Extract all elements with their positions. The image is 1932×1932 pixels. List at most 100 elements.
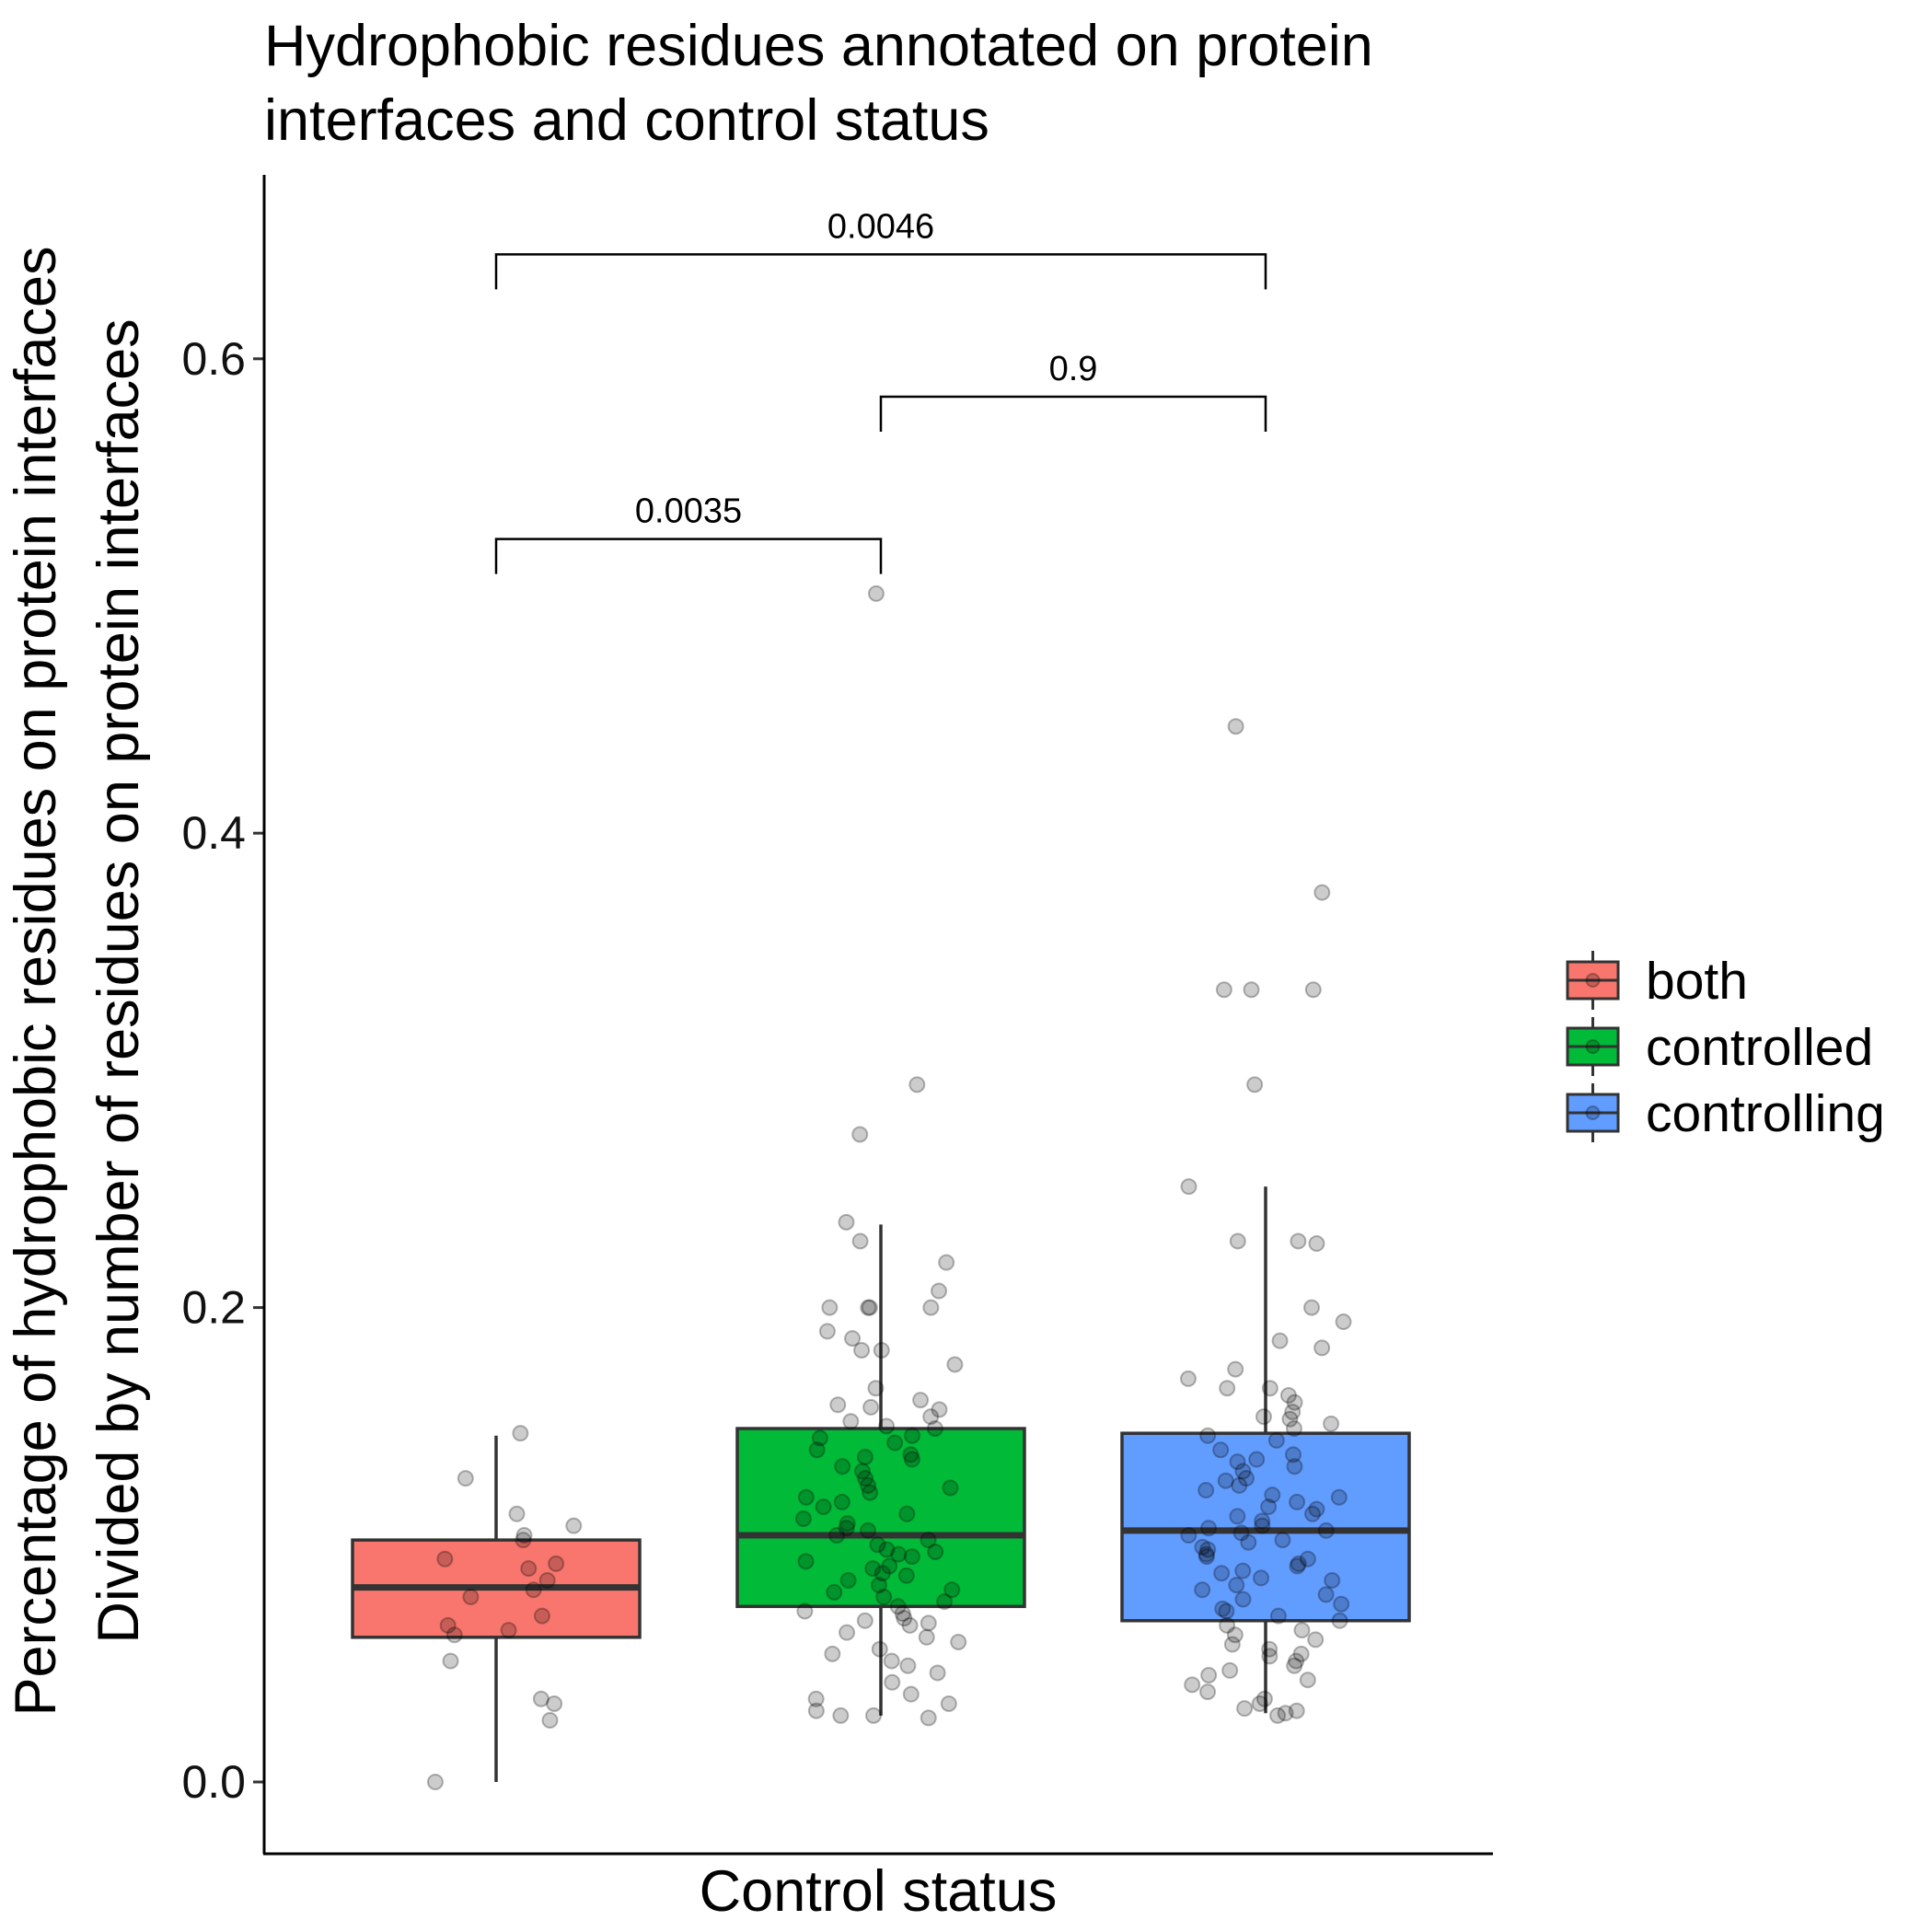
data-point <box>838 1520 855 1537</box>
data-point <box>1288 1702 1305 1719</box>
data-point <box>867 584 885 602</box>
data-point <box>1200 1667 1218 1684</box>
data-point <box>1197 1548 1215 1566</box>
data-point <box>908 1076 926 1093</box>
data-point <box>1243 981 1260 999</box>
data-point <box>884 1673 901 1691</box>
data-point <box>1234 1562 1252 1579</box>
data-point <box>1218 1602 1235 1620</box>
legend-key-point <box>1585 1039 1601 1054</box>
data-point <box>896 1610 913 1627</box>
data-point <box>1271 1332 1289 1349</box>
data-point <box>943 1581 961 1599</box>
data-point <box>839 1624 856 1641</box>
data-point <box>856 1612 873 1629</box>
data-point <box>1213 1565 1231 1582</box>
legend-item-controlled: controlled <box>1566 1017 1873 1077</box>
data-point <box>1227 1360 1244 1378</box>
data-point <box>1277 1705 1294 1722</box>
data-point <box>1286 1394 1303 1411</box>
legend-label: both <box>1646 952 1748 1011</box>
data-point <box>807 1702 825 1719</box>
box-layer <box>351 1186 1411 1782</box>
data-point <box>1288 1652 1305 1670</box>
data-point <box>1254 1517 1271 1534</box>
data-point <box>1194 1538 1211 1556</box>
data-point <box>864 1560 882 1578</box>
data-point <box>1223 1636 1241 1653</box>
data-point <box>1199 1541 1217 1558</box>
data-point <box>1240 1533 1257 1551</box>
data-point <box>929 1664 946 1682</box>
data-point <box>1219 1616 1236 1634</box>
data-point <box>865 1706 883 1724</box>
data-point <box>867 1380 885 1397</box>
data-point <box>525 1581 542 1599</box>
data-point <box>1255 1408 1272 1426</box>
data-point <box>1215 981 1232 999</box>
data-point <box>1333 1595 1350 1613</box>
data-point <box>533 1607 550 1625</box>
data-point <box>1286 1458 1303 1475</box>
data-point <box>538 1571 556 1589</box>
data-point <box>1234 1463 1252 1480</box>
data-point <box>565 1517 583 1534</box>
significance-brackets: 0.0035 0.9 0.0046 <box>494 207 1267 574</box>
data-point <box>1261 1380 1278 1397</box>
data-point <box>833 1493 850 1510</box>
data-point <box>1227 718 1244 735</box>
data-point <box>856 1448 873 1465</box>
data-point <box>897 1567 915 1584</box>
data-point <box>807 1690 825 1707</box>
y-tick-label: 0.6 <box>181 333 246 385</box>
data-point <box>1281 1410 1299 1428</box>
data-point <box>851 1232 869 1250</box>
data-point <box>815 1498 832 1516</box>
data-point <box>883 1652 900 1670</box>
data-point <box>878 1541 896 1558</box>
chart-title: Hydrophobic residues annotated on protei… <box>264 14 1373 153</box>
comparison-bracket: 0.9 <box>879 350 1267 433</box>
box-controlled <box>735 1224 1026 1716</box>
data-point <box>1255 1690 1273 1707</box>
chart-title-line-1: Hydrophobic residues annotated on protei… <box>264 14 1373 78</box>
data-point <box>1236 1700 1254 1718</box>
data-point <box>1308 1500 1325 1518</box>
data-point <box>920 1709 937 1727</box>
data-point <box>938 1254 955 1271</box>
data-point <box>520 1560 538 1578</box>
data-point <box>1292 1645 1310 1662</box>
data-point <box>1234 1591 1252 1608</box>
data-point <box>890 1545 908 1563</box>
data-point <box>439 1616 457 1634</box>
data-point <box>871 1640 888 1658</box>
data-point <box>1261 1648 1278 1665</box>
data-point <box>1264 1487 1281 1504</box>
bracket-line <box>879 395 1267 433</box>
data-point <box>901 1616 919 1634</box>
data-point <box>457 1470 474 1487</box>
legend-key-point <box>1585 973 1601 988</box>
data-point <box>797 1488 815 1506</box>
data-point <box>797 1553 815 1570</box>
data-point <box>824 1645 841 1662</box>
data-point <box>940 1695 957 1712</box>
data-point <box>808 1441 826 1459</box>
data-point <box>500 1622 517 1639</box>
data-point <box>1246 1076 1264 1093</box>
data-point <box>878 1417 896 1435</box>
data-point <box>1180 1526 1197 1544</box>
data-point <box>903 1548 920 1566</box>
data-point <box>1199 1427 1217 1444</box>
data-point <box>903 1451 920 1468</box>
y-axis-label-line-1: Percentage of hydrophobic residues on pr… <box>4 247 68 1717</box>
data-point <box>1274 1532 1291 1549</box>
box-iqr <box>1120 1431 1411 1623</box>
data-point <box>834 1458 851 1475</box>
data-point <box>1313 1339 1331 1357</box>
data-point <box>873 1565 891 1582</box>
data-point <box>794 1510 812 1527</box>
bracket-line <box>494 253 1267 290</box>
points-layer <box>426 584 1352 1790</box>
